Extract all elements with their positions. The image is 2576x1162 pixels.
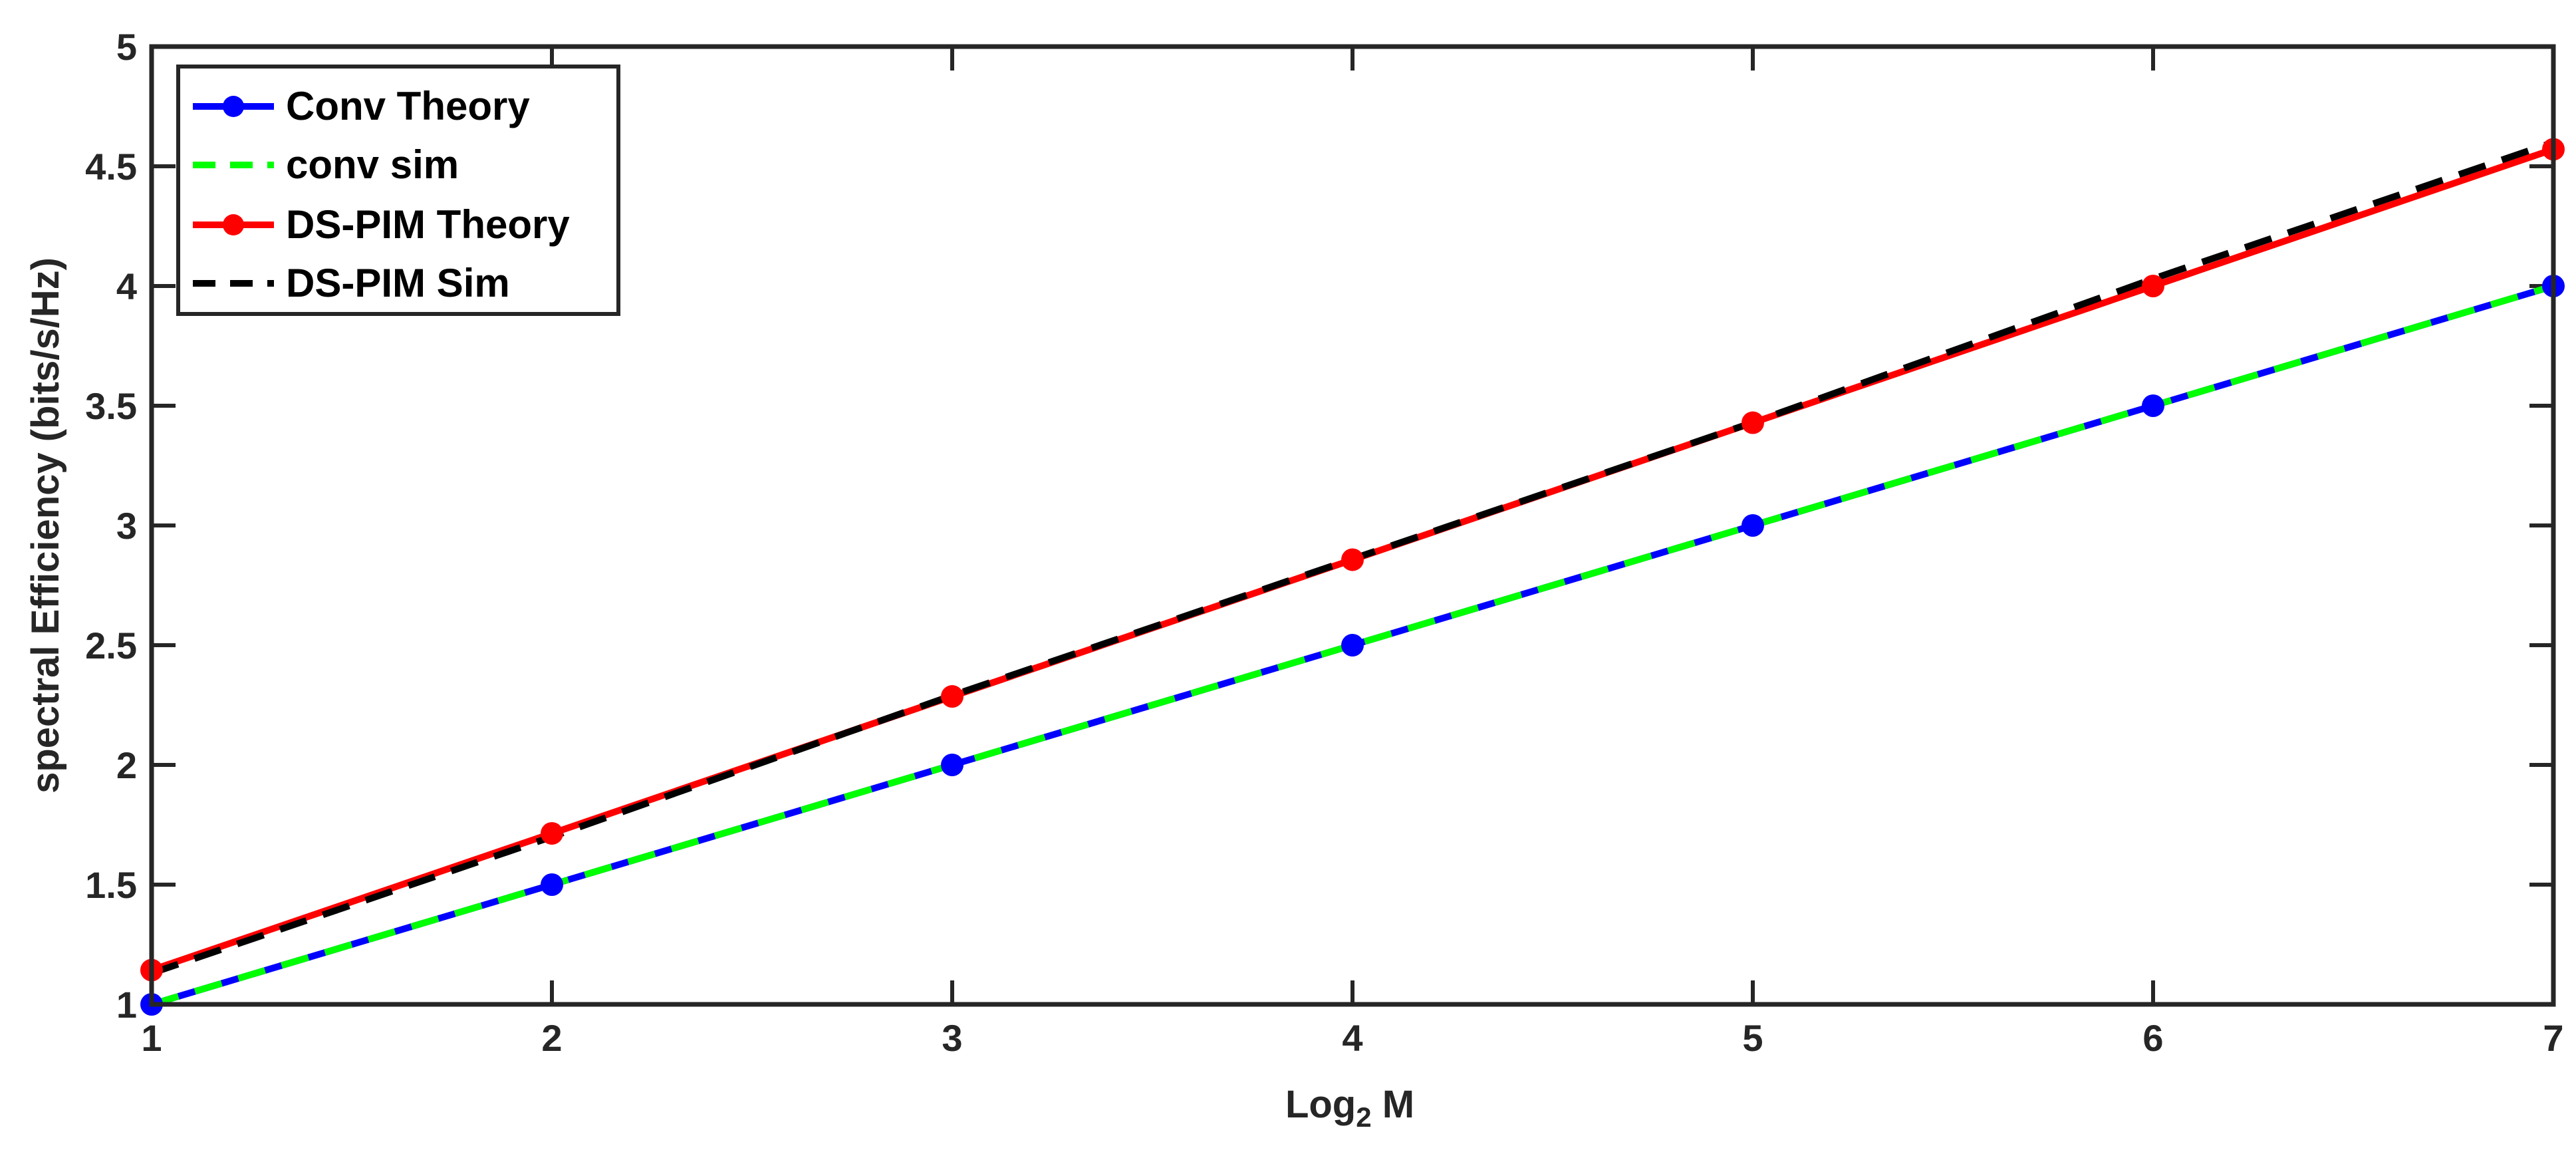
y-tick-label: 2 — [116, 744, 137, 786]
x-tick-label: 3 — [942, 1017, 962, 1059]
y-tick-label: 1 — [116, 984, 137, 1026]
data-point-ds-pim-theory — [541, 821, 563, 845]
legend-label-ds-pim-sim: DS-PIM Sim — [286, 261, 510, 305]
y-tick-label: 3.5 — [85, 385, 137, 427]
data-point-ds-pim-theory — [2142, 275, 2164, 297]
legend-entries: Conv Theory conv sim DS-PIM Theory DS-PIM S… — [193, 84, 570, 305]
legend-label-conv-theory: Conv Theory — [286, 84, 530, 128]
y-tick-label: 5 — [116, 26, 137, 68]
legend-marker-conv-theory — [223, 96, 244, 117]
y-tick-label: 3 — [116, 505, 137, 547]
data-point-conv-theory — [1341, 634, 1364, 656]
legend: Conv Theory conv sim DS-PIM Theory DS-PIM S… — [176, 65, 620, 316]
axes-box — [149, 44, 2556, 1007]
data-point-ds-pim-theory — [941, 685, 964, 708]
x-tick-label: 5 — [1742, 1017, 1763, 1059]
data-point-conv-theory — [1741, 514, 1764, 537]
x-tick-label: 2 — [541, 1017, 562, 1059]
legend-label-conv-sim: conv sim — [286, 142, 459, 187]
data-point-ds-pim-theory — [1341, 548, 1364, 571]
data-point-ds-pim-theory — [1741, 411, 1764, 434]
x-tick-labels: 1 2 3 4 5 6 7 — [141, 1017, 2563, 1059]
data-point-conv-theory — [941, 754, 964, 776]
data-point-conv-theory — [2142, 394, 2164, 417]
legend-marker-ds-pim-theory — [223, 214, 244, 235]
x-axis-label-main: Log — [1285, 1083, 1356, 1126]
x-axis-label-tail: M — [1372, 1083, 1414, 1126]
x-axis-label-subscript: 2 — [1356, 1101, 1371, 1133]
y-tick-label: 4.5 — [85, 146, 137, 188]
x-tick-label: 1 — [141, 1017, 162, 1059]
x-tick-label: 4 — [1342, 1017, 1362, 1059]
y-tick-label: 4 — [116, 265, 137, 307]
y-tick-label: 1.5 — [85, 864, 137, 906]
data-point-conv-theory — [541, 873, 563, 896]
x-axis-label: Log2 M — [1285, 1083, 1414, 1133]
y-tick-labels: 1 1.5 2 2.5 3 3.5 4 4.5 5 — [85, 26, 137, 1026]
legend-label-ds-pim-theory: DS-PIM Theory — [286, 202, 570, 247]
x-tick-label: 7 — [2543, 1017, 2563, 1059]
y-tick-label: 2.5 — [85, 625, 137, 666]
y-axis-label: spectral Efficiency (bits/s/Hz) — [24, 257, 67, 794]
series-markers — [140, 138, 2565, 1016]
x-tick-label: 6 — [2142, 1017, 2163, 1059]
